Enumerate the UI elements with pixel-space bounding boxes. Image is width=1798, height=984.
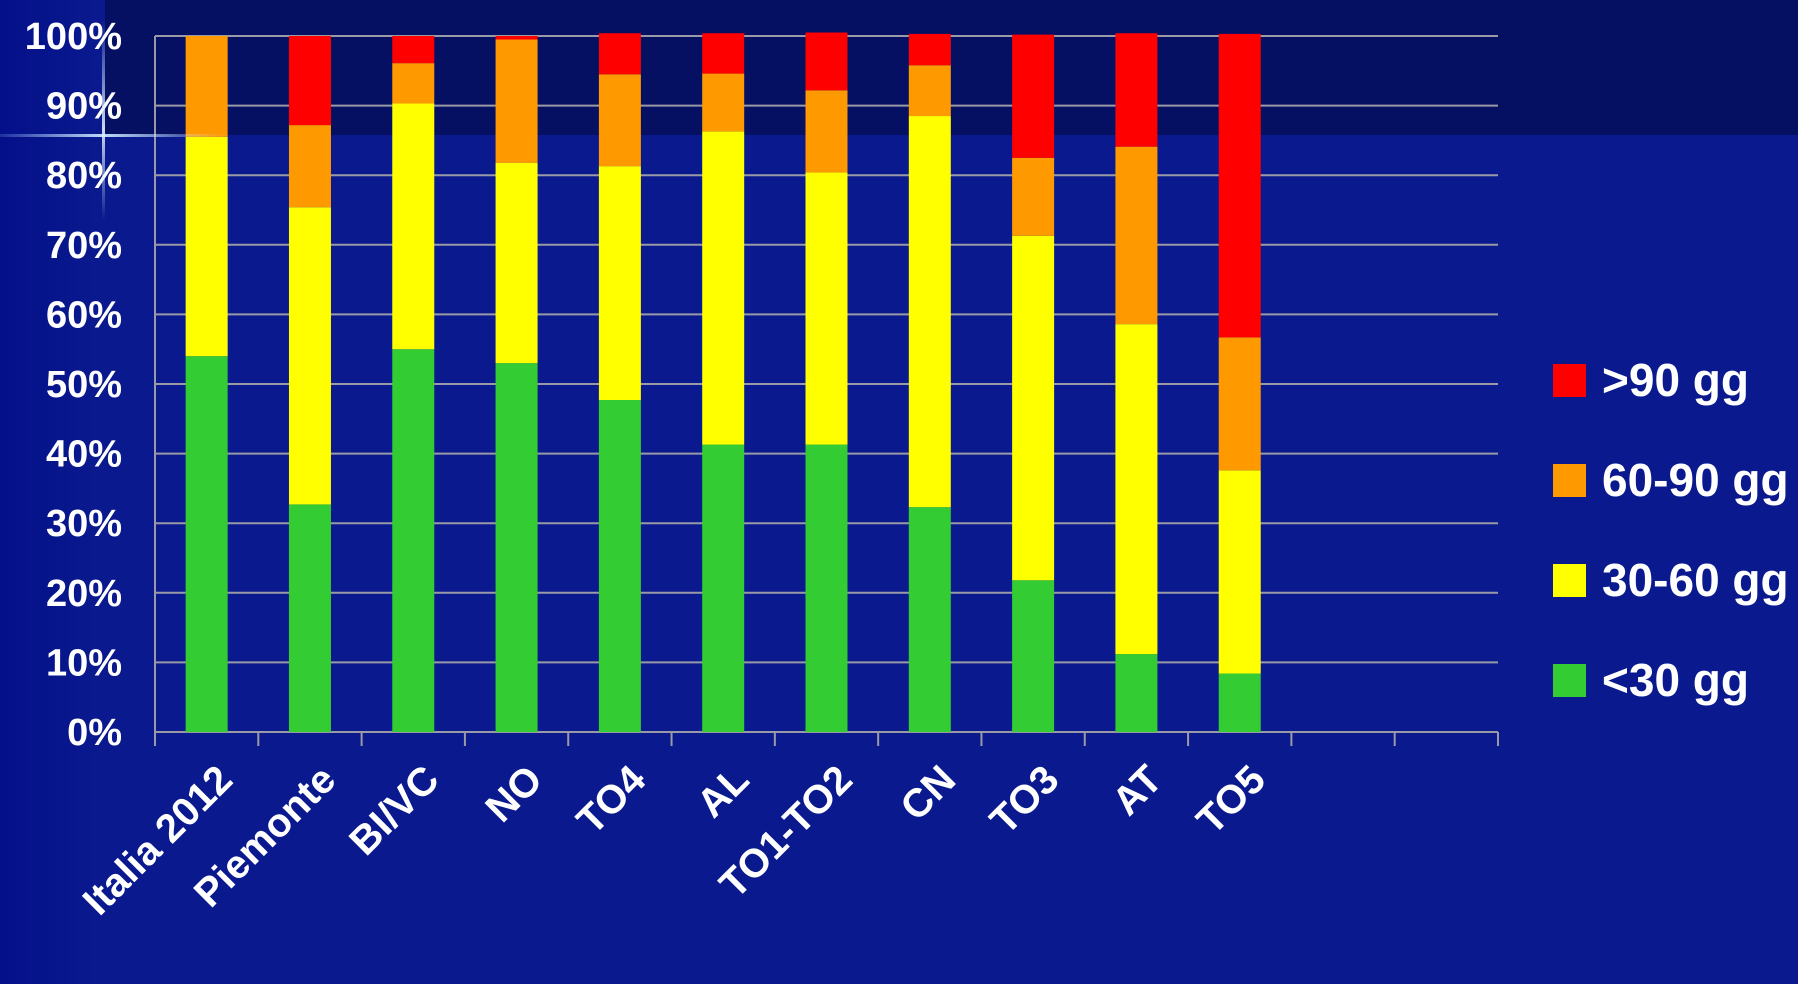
- legend-label: 60-90 gg: [1602, 453, 1789, 507]
- bar-segment: [392, 36, 434, 63]
- y-tick-label: 20%: [46, 573, 122, 615]
- y-tick-label: 0%: [67, 712, 122, 754]
- bar-segment: [702, 445, 744, 732]
- legend-label: <30 gg: [1602, 653, 1749, 707]
- y-tick-label: 100%: [25, 16, 122, 58]
- legend-item: >90 gg: [1553, 330, 1789, 430]
- bar-segment: [289, 125, 331, 207]
- bar-segment: [702, 74, 744, 132]
- bar-segment: [186, 137, 228, 356]
- light-flare-vertical: [102, 20, 105, 220]
- light-flare-horizontal: [0, 134, 230, 137]
- bar-segment: [289, 207, 331, 504]
- x-category-label: TO4: [569, 757, 655, 843]
- x-category-label: AT: [1104, 757, 1171, 824]
- legend-swatch: [1553, 564, 1586, 597]
- bar-segment: [392, 104, 434, 350]
- bar-segment: [1219, 674, 1261, 732]
- legend-item: <30 gg: [1553, 630, 1789, 730]
- bar-segment: [496, 36, 538, 39]
- bar-segment: [806, 90, 848, 172]
- bar-segment: [909, 507, 951, 732]
- x-category-label: BI/VC: [341, 757, 448, 864]
- bar-segment: [496, 363, 538, 732]
- bar-segment: [1115, 654, 1157, 732]
- bar-segment: [392, 349, 434, 732]
- y-tick-label: 30%: [46, 503, 122, 545]
- legend-swatch: [1553, 364, 1586, 397]
- bar-segment: [599, 74, 641, 166]
- bar-segment: [702, 33, 744, 73]
- bar-segment: [806, 33, 848, 91]
- bar-segment: [1115, 147, 1157, 324]
- legend-label: 30-60 gg: [1602, 553, 1789, 607]
- bar-segment: [1219, 337, 1261, 470]
- x-category-label: TO5: [1188, 757, 1274, 843]
- y-tick-label: 10%: [46, 642, 122, 684]
- bar-segment: [289, 504, 331, 732]
- bar-segment: [289, 36, 331, 125]
- bar-segment: [496, 39, 538, 162]
- y-tick-label: 80%: [46, 155, 122, 197]
- bar-segment: [909, 34, 951, 65]
- y-tick-label: 40%: [46, 434, 122, 476]
- bar-segment: [1115, 324, 1157, 654]
- legend-swatch: [1553, 464, 1586, 497]
- bar-segment: [186, 36, 228, 137]
- bar-segment: [806, 445, 848, 732]
- bar-segment: [599, 400, 641, 732]
- bar-segment: [702, 131, 744, 444]
- bar-segment: [806, 172, 848, 444]
- bar-segment: [1012, 35, 1054, 158]
- x-category-label: AL: [689, 757, 758, 826]
- bar-segment: [392, 63, 434, 103]
- bar-segment: [599, 33, 641, 74]
- legend-item: 30-60 gg: [1553, 530, 1789, 630]
- y-tick-label: 70%: [46, 225, 122, 267]
- y-tick-label: 50%: [46, 364, 122, 406]
- x-category-label: CN: [892, 757, 964, 829]
- bar-segment: [1012, 236, 1054, 581]
- bar-segment: [909, 116, 951, 507]
- y-tick-label: 60%: [46, 294, 122, 336]
- bar-segment: [909, 65, 951, 116]
- bar-segment: [1219, 34, 1261, 337]
- x-category-label: TO3: [982, 757, 1068, 843]
- bar-segment: [1012, 580, 1054, 732]
- bar-segment: [599, 166, 641, 400]
- bar-segment: [1012, 158, 1054, 236]
- bar-segment: [1115, 33, 1157, 146]
- chart-legend: >90 gg 60-90 gg 30-60 gg <30 gg: [1553, 330, 1789, 730]
- legend-swatch: [1553, 664, 1586, 697]
- y-tick-label: 90%: [46, 86, 122, 128]
- bar-segment: [496, 163, 538, 363]
- legend-label: >90 gg: [1602, 353, 1749, 407]
- legend-item: 60-90 gg: [1553, 430, 1789, 530]
- bar-segment: [186, 356, 228, 732]
- bar-segment: [1219, 470, 1261, 673]
- x-category-label: NO: [477, 757, 551, 831]
